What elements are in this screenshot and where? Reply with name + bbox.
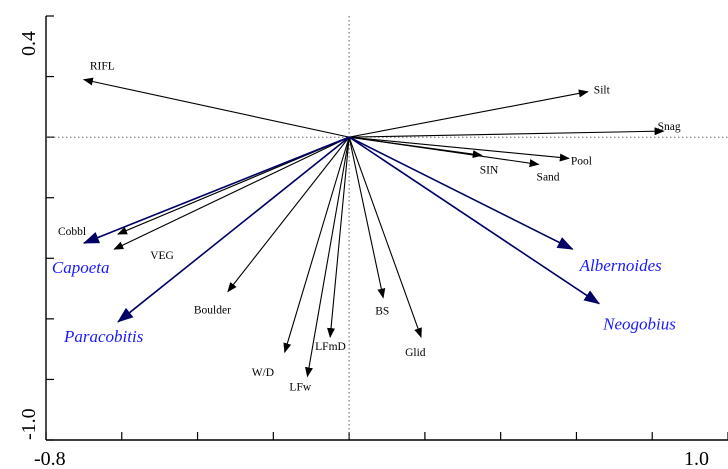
env-label-silt: Silt <box>594 85 611 97</box>
env-arrow-lfmd <box>327 137 350 339</box>
env-arrow-bs <box>348 137 386 299</box>
env-arrow-silt <box>349 89 589 138</box>
species-arrow-albernoides <box>348 136 574 250</box>
env-label-snag: Snag <box>658 121 681 133</box>
x-tick-label-right: 1.0 <box>684 448 709 469</box>
species-label-capoeta: Capoeta <box>52 258 110 277</box>
env-arrow-rifl <box>82 77 350 138</box>
axes-layer <box>45 15 728 441</box>
env-label-lfw: LFw <box>289 381 311 393</box>
env-arrow-w-d <box>283 136 350 354</box>
species-arrow-neogobius <box>348 136 601 305</box>
env-label-cobbl: Cobbl <box>58 226 86 238</box>
env-label-glid: Glid <box>405 347 426 359</box>
environmental-vectors: RIFL Silt Snag SIN Sand Pool Cobbl VEG Boulder W/… <box>58 61 681 394</box>
species-label-neogobius: Neogobius <box>602 315 676 334</box>
env-arrow-sand <box>349 136 540 168</box>
env-label-pool: Pool <box>571 155 592 167</box>
y-tick-label-bottom: -1.0 <box>18 408 40 440</box>
env-arrow-glid <box>348 136 422 338</box>
species-label-paracobitis: Paracobitis <box>63 327 144 346</box>
env-label-boulder: Boulder <box>194 305 231 317</box>
species-arrow-capoeta <box>82 136 350 244</box>
env-arrow-pool <box>349 136 570 162</box>
species-arrow-paracobitis <box>117 136 350 323</box>
y-tick-label-top: 0.4 <box>18 31 40 56</box>
env-label-veg: VEG <box>150 250 174 262</box>
tick-labels: 0.4 -1.0 -0.8 1.0 <box>18 31 709 469</box>
species-vectors: Capoeta Paracobitis Albernoides Neogobius <box>52 136 676 346</box>
env-label-bs: BS <box>375 306 389 318</box>
env-arrow-veg <box>113 136 350 250</box>
x-tick-label-left: -0.8 <box>34 448 66 469</box>
env-label-rifl: RIFL <box>90 61 115 73</box>
env-label-lfmd: LFmD <box>315 341 346 353</box>
env-label-sin: SIN <box>480 164 499 176</box>
species-label-albernoides: Albernoides <box>579 256 663 275</box>
env-label-sand: Sand <box>537 171 560 183</box>
env-label-w-d: W/D <box>252 367 274 379</box>
env-arrow-boulder <box>227 136 350 293</box>
env-arrow-lfw <box>305 137 350 378</box>
env-arrow-snag <box>349 127 665 138</box>
